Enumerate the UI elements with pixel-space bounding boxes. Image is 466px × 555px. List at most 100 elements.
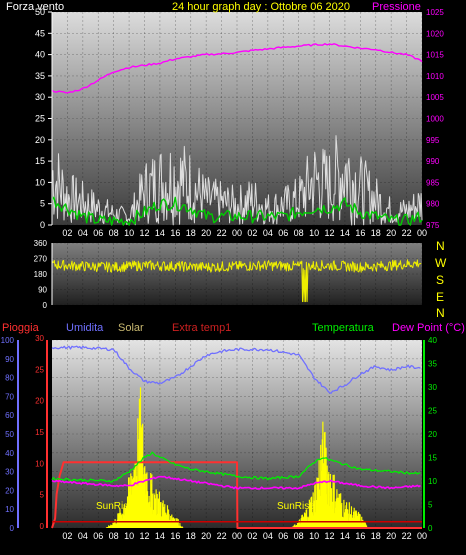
sunrise-label-day2: SunRise: [277, 501, 315, 512]
direction-letter-w: W: [435, 256, 447, 270]
extra-temp-legend: Extra temp1: [172, 322, 232, 334]
pressure-label: Pressione: [372, 1, 421, 13]
pressure-tick-label: 1010: [426, 72, 444, 81]
y-tick-label: 0: [40, 220, 45, 230]
x-tick-label: 10: [309, 531, 319, 541]
y-tick-label: 50: [35, 7, 45, 17]
temperature-tick-label: 35: [428, 360, 437, 369]
x-tick-label: 06: [93, 228, 103, 238]
extra-temp-tick-label: 20: [35, 397, 44, 406]
humidity-tick-label: 80: [5, 374, 14, 383]
x-tick-label: 00: [232, 228, 242, 238]
temperature-tick-label: 10: [428, 477, 437, 486]
x-tick-label: 16: [170, 228, 180, 238]
x-tick-label: 18: [186, 531, 196, 541]
x-tick-label: 16: [355, 228, 365, 238]
x-tick-label: 14: [340, 228, 350, 238]
x-tick-label: 18: [186, 228, 196, 238]
wind-direction-panel: [52, 243, 422, 305]
humidity-tick-label: 20: [5, 486, 14, 495]
x-tick-label: 12: [139, 531, 149, 541]
direction-letter-s: S: [436, 273, 445, 287]
x-tick-label: 16: [355, 531, 365, 541]
humidity-tick-label: 0: [10, 524, 15, 533]
y-tick-label: 0: [43, 301, 48, 310]
y-tick-label: 360: [34, 239, 48, 248]
pressure-tick-label: 1020: [426, 29, 444, 38]
y-tick-label: 15: [35, 156, 45, 166]
extra-temp-tick-label: 5: [40, 491, 45, 500]
pressure-tick-label: 975: [426, 221, 440, 230]
temperature-tick-label: 15: [428, 454, 437, 463]
x-tick-label: 14: [155, 531, 165, 541]
extra-temp-tick-label: 0: [40, 522, 45, 531]
pressure-tick-label: 985: [426, 178, 440, 187]
extra-temp-tick-label: 25: [35, 365, 44, 374]
pressure-tick-label: 980: [426, 200, 440, 209]
y-tick-label: 35: [35, 71, 45, 81]
solar-legend: Solar: [118, 322, 144, 334]
humidity-tick-label: 70: [5, 392, 14, 401]
x-tick-label: 22: [217, 531, 227, 541]
rain-legend: Pioggia: [2, 322, 39, 334]
x-tick-label: 20: [201, 228, 211, 238]
temperature-tick-label: 30: [428, 383, 437, 392]
wind-average-line: [51, 196, 423, 226]
y-tick-label: 5: [40, 199, 45, 209]
dew-point-line: [51, 475, 421, 490]
x-tick-label: 22: [402, 228, 412, 238]
pressure-tick-label: 995: [426, 136, 440, 145]
x-tick-label: 04: [78, 531, 88, 541]
x-tick-label: 20: [386, 228, 396, 238]
humidity-tick-label: 90: [5, 355, 14, 364]
x-tick-label: 22: [402, 531, 412, 541]
temperature-tick-label: 0: [428, 524, 433, 533]
humidity-tick-label: 50: [5, 430, 14, 439]
x-tick-label: 10: [124, 228, 134, 238]
temperature-line: [51, 451, 421, 483]
humidity-tick-label: 10: [5, 505, 14, 514]
temperature-tick-label: 25: [428, 407, 437, 416]
y-tick-label: 30: [35, 92, 45, 102]
x-tick-label: 12: [324, 531, 334, 541]
x-tick-label: 16: [170, 531, 180, 541]
x-tick-label: 08: [109, 531, 119, 541]
temperature-tick-label: 5: [428, 501, 433, 510]
pressure-tick-label: 990: [426, 157, 440, 166]
wind-speed-label: Forza vento: [6, 1, 65, 13]
temperature-tick-label: 40: [428, 336, 437, 345]
pressure-tick-label: 1015: [426, 51, 444, 60]
extra-temp-tick-label: 30: [35, 334, 44, 343]
x-tick-label: 08: [109, 228, 119, 238]
x-tick-label: 18: [371, 228, 381, 238]
x-tick-label: 02: [247, 228, 257, 238]
x-tick-label: 10: [309, 228, 319, 238]
x-tick-label: 12: [324, 228, 334, 238]
humidity-legend: Umidita: [66, 322, 104, 334]
pressure-line: [51, 43, 423, 94]
pressure-tick-label: 1025: [426, 8, 444, 17]
y-tick-label: 90: [38, 286, 47, 295]
extra-temp-tick-label: 15: [35, 428, 44, 437]
pressure-tick-label: 1000: [426, 115, 444, 124]
x-tick-label: 06: [278, 228, 288, 238]
x-tick-label: 08: [294, 228, 304, 238]
y-tick-label: 25: [35, 114, 45, 124]
humidity-tick-label: 30: [5, 468, 14, 477]
x-tick-label: 10: [124, 531, 134, 541]
x-tick-label: 22: [217, 228, 227, 238]
y-tick-label: 10: [35, 177, 45, 187]
x-tick-label: 06: [93, 531, 103, 541]
x-tick-label: 12: [139, 228, 149, 238]
x-tick-label: 18: [371, 531, 381, 541]
y-tick-label: 20: [35, 135, 45, 145]
direction-letter-n2: N: [436, 306, 445, 320]
x-tick-label: 04: [263, 531, 273, 541]
chart-title: 24 hour graph day : Ottobre 06 2020: [172, 1, 350, 13]
y-tick-label: 270: [34, 255, 48, 264]
x-tick-label: 04: [78, 228, 88, 238]
x-tick-label: 00: [417, 228, 427, 238]
x-tick-label: 14: [155, 228, 165, 238]
humidity-tick-label: 100: [1, 336, 15, 345]
